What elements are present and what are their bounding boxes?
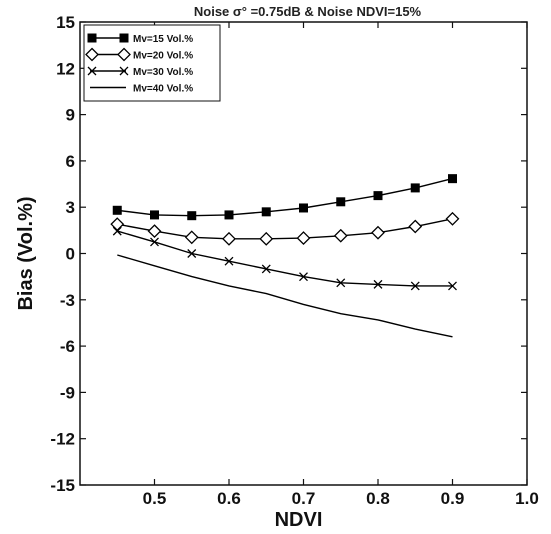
data-point — [373, 191, 383, 201]
y-tick-label: -12 — [50, 430, 75, 449]
data-point — [410, 183, 420, 193]
legend-marker — [85, 47, 99, 62]
data-point — [299, 272, 308, 282]
series-3 — [112, 226, 457, 291]
data-point — [187, 249, 197, 258]
y-tick-label: 9 — [66, 106, 75, 125]
legend-label: Mv=40 Vol.% — [133, 84, 193, 95]
legend-entry: Mv=30 Vol.% — [87, 66, 193, 78]
data-point — [448, 174, 457, 184]
y-tick-label: -3 — [60, 291, 75, 310]
data-point — [296, 231, 311, 245]
legend-entry: Mv=20 Vol.% — [85, 47, 193, 62]
data-point — [299, 203, 308, 213]
y-axis: 15 12 9 6 3 0 -3 -6 -9 -12 -15 — [50, 13, 527, 495]
legend-marker — [119, 33, 129, 43]
data-point — [373, 279, 383, 289]
series-layer — [110, 174, 460, 338]
y-tick-label: 12 — [56, 59, 75, 78]
x-tick-label: 0.8 — [366, 489, 390, 508]
data-point — [110, 217, 125, 232]
series-line — [117, 218, 453, 240]
data-point — [408, 219, 423, 234]
legend-label: Mv=15 Vol.% — [133, 34, 193, 45]
x-tick-label: 0.7 — [292, 489, 316, 508]
data-point — [224, 256, 234, 266]
data-point — [187, 211, 197, 221]
x-axis-label: NDVI — [275, 509, 323, 531]
data-point — [336, 197, 346, 207]
y-tick-label: -15 — [50, 476, 75, 495]
data-point — [445, 211, 460, 226]
legend-label: Mv=20 Vol.% — [133, 51, 193, 62]
x-tick-label: 0.9 — [441, 489, 465, 508]
x-tick-label: 1.0 — [515, 489, 539, 508]
data-point — [261, 264, 271, 274]
y-axis-label: Bias (Vol.%) — [15, 196, 37, 310]
legend-entry: Mv=15 Vol.% — [87, 33, 193, 45]
data-point — [410, 281, 420, 291]
data-point — [184, 230, 199, 245]
data-point — [150, 237, 159, 247]
series-4 — [117, 254, 453, 338]
legend-label: Mv=30 Vol.% — [133, 67, 193, 78]
y-tick-label: 0 — [66, 245, 75, 264]
data-point — [259, 231, 274, 246]
y-tick-label: 6 — [66, 152, 75, 171]
legend-marker — [87, 33, 97, 43]
data-point — [448, 281, 457, 291]
data-point — [371, 225, 385, 240]
legend: Mv=15 Vol.% Mv=20 Vol.% Mv=30 Vol.% Mv=40 V… — [83, 24, 221, 102]
legend-entry: Mv=40 Vol.% — [90, 84, 193, 95]
legend-marker — [119, 66, 129, 76]
legend-marker — [87, 66, 97, 76]
legend-marker — [117, 47, 131, 62]
data-point — [150, 210, 159, 220]
data-point — [222, 231, 236, 246]
x-tick-label: 0.5 — [143, 489, 167, 508]
y-tick-label: 15 — [56, 13, 75, 32]
data-point — [112, 226, 122, 236]
y-tick-label: 3 — [66, 198, 75, 217]
x-axis: 0.5 0.6 0.7 0.8 0.9 1.0 — [143, 22, 539, 508]
chart-title: Noise σ° =0.75dB & Noise NDVI=15% — [194, 4, 422, 19]
series-2 — [110, 211, 460, 246]
data-point — [336, 278, 346, 288]
data-point — [224, 210, 234, 220]
y-tick-label: -6 — [60, 337, 75, 356]
y-tick-label: -9 — [60, 383, 75, 402]
series-line — [117, 254, 453, 338]
data-point — [261, 207, 271, 217]
series-1 — [112, 174, 457, 221]
x-tick-label: 0.6 — [217, 489, 241, 508]
series-line — [117, 230, 453, 287]
data-point — [112, 205, 122, 215]
data-point — [333, 228, 348, 243]
data-point — [147, 224, 162, 239]
series-line — [117, 177, 453, 217]
